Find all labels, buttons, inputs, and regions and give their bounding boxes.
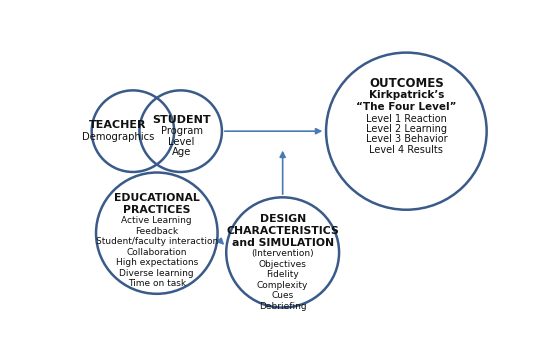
Text: High expectations: High expectations	[116, 258, 198, 267]
Text: EDUCATIONAL: EDUCATIONAL	[114, 193, 200, 203]
Text: and SIMULATION: and SIMULATION	[232, 238, 334, 248]
Text: Level 2 Learning: Level 2 Learning	[366, 124, 447, 134]
Text: Student/faculty interaction: Student/faculty interaction	[96, 237, 218, 246]
Text: Level: Level	[169, 137, 195, 147]
Text: Demographics: Demographics	[82, 132, 154, 142]
Text: Debriefing: Debriefing	[259, 301, 306, 310]
Text: Collaboration: Collaboration	[127, 248, 187, 257]
Text: Objectives: Objectives	[259, 260, 306, 268]
Text: Program: Program	[161, 126, 203, 136]
Text: Level 1 Reaction: Level 1 Reaction	[366, 113, 447, 124]
Text: Diverse learning: Diverse learning	[119, 269, 194, 278]
Text: “The Four Level”: “The Four Level”	[356, 102, 456, 112]
Text: Level 3 Behavior: Level 3 Behavior	[366, 135, 447, 145]
Text: STUDENT: STUDENT	[152, 115, 211, 125]
Text: Feedback: Feedback	[135, 227, 179, 236]
Text: DESIGN: DESIGN	[259, 214, 306, 224]
Text: Age: Age	[172, 147, 191, 157]
Text: Fidelity: Fidelity	[267, 270, 299, 279]
Text: TEACHER: TEACHER	[89, 120, 147, 130]
Text: CHARACTERISTICS: CHARACTERISTICS	[226, 226, 339, 236]
Text: Complexity: Complexity	[257, 281, 309, 290]
Text: Kirkpatrick’s: Kirkpatrick’s	[368, 90, 444, 100]
Text: Cues: Cues	[272, 291, 294, 300]
Text: (Intervention): (Intervention)	[251, 249, 314, 258]
Text: PRACTICES: PRACTICES	[123, 205, 190, 215]
Text: Active Learning: Active Learning	[122, 216, 192, 225]
Text: OUTCOMES: OUTCOMES	[369, 77, 444, 91]
Text: Level 4 Results: Level 4 Results	[370, 145, 444, 155]
Text: Time on task: Time on task	[128, 279, 186, 288]
